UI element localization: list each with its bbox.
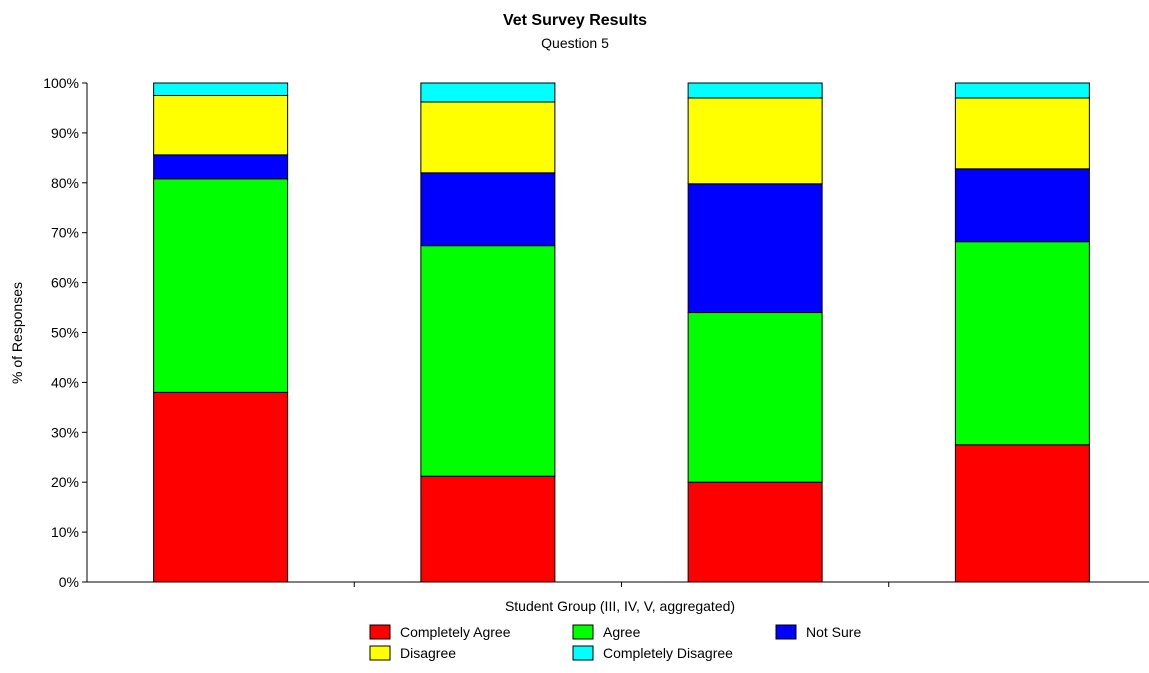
y-axis: 0% 10% 20% 30% 40% 50% 60% 70% 80% 90% 100% — [43, 75, 88, 590]
bar-segment — [420, 82, 556, 103]
y-tick-label: 90% — [51, 125, 79, 141]
y-axis-label: % of Responses — [9, 282, 25, 384]
y-tick-label: 60% — [51, 275, 79, 291]
legend-label: Completely Agree — [400, 624, 511, 640]
bar-segment — [153, 94, 289, 156]
y-tick-label: 10% — [51, 524, 79, 540]
y-tick-label: 70% — [51, 225, 79, 241]
y-tick-label: 80% — [51, 175, 79, 191]
bar-segment — [420, 475, 556, 583]
bar-segment — [687, 97, 823, 185]
plot-area — [153, 82, 1090, 583]
chart-subtitle: Question 5 — [541, 35, 609, 51]
bar-segment — [153, 154, 289, 180]
legend-swatch — [369, 624, 391, 640]
bar-segment — [954, 97, 1090, 170]
y-tick-label: 50% — [51, 325, 79, 341]
bar-segment — [687, 183, 823, 314]
legend-swatch — [369, 645, 391, 661]
bar-segment — [687, 312, 823, 483]
legend-label: Disagree — [400, 645, 456, 661]
legend: Completely Agree Agree Not Sure Disagree Com… — [369, 624, 861, 661]
bar-segment — [153, 391, 289, 583]
legend-swatch — [572, 624, 594, 640]
x-axis — [87, 581, 1149, 587]
y-tick-label: 30% — [51, 424, 79, 440]
bar-segment — [954, 82, 1090, 99]
legend-swatch — [572, 645, 594, 661]
legend-label: Completely Disagree — [603, 645, 733, 661]
bar-segment — [153, 178, 289, 393]
bar-segment — [420, 245, 556, 477]
x-axis-label: Student Group (III, IV, V, aggregated) — [505, 598, 735, 614]
bar-segment — [420, 101, 556, 174]
y-tick-label: 0% — [59, 574, 79, 590]
bar-segment — [954, 168, 1090, 243]
y-tick-label: 40% — [51, 374, 79, 390]
bar-segment — [954, 241, 1090, 446]
y-tick-label: 100% — [43, 75, 79, 91]
bar-segment — [153, 82, 289, 96]
legend-label: Not Sure — [806, 624, 861, 640]
bar-segment — [954, 444, 1090, 583]
legend-swatch — [775, 624, 797, 640]
y-tick-label: 20% — [51, 474, 79, 490]
bar-segment — [420, 172, 556, 247]
legend-label: Agree — [603, 624, 641, 640]
chart-title: Vet Survey Results — [503, 12, 647, 29]
bar-segment — [687, 82, 823, 99]
bar-segment — [687, 481, 823, 583]
